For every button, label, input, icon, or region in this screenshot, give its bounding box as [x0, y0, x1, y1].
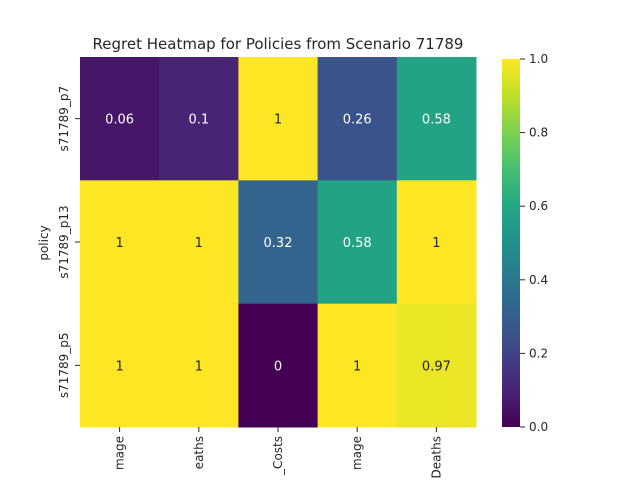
heatmap-cell	[396, 180, 477, 305]
y-axis-label: policy	[37, 225, 51, 260]
x-tick-label: _Costs	[271, 436, 285, 476]
heatmap-cell	[396, 303, 477, 428]
heatmap-cell	[317, 57, 398, 181]
y-tick-label: s71789_p5	[57, 332, 71, 398]
heatmap-cell	[80, 57, 160, 181]
x-tick-label: mage	[113, 436, 127, 470]
heatmap-cell	[159, 303, 239, 428]
cell-value-label: 0.06	[105, 113, 134, 128]
heatmap-cell	[159, 180, 239, 305]
cell-value-label: 1	[115, 359, 123, 374]
heatmap-cell	[238, 180, 319, 305]
cell-value-label: 0.32	[264, 236, 293, 251]
cell-value-label: 0.26	[343, 113, 372, 128]
y-tick-label: s71789_p13	[57, 205, 71, 278]
colorbar-tick-label: 0.6	[529, 199, 548, 213]
y-tick-label: s71789_p7	[57, 86, 71, 152]
chart-title: Regret Heatmap for Policies from Scenari…	[93, 35, 464, 53]
cell-value-label: 0.97	[422, 359, 451, 374]
colorbar-tick-label: 0.2	[529, 346, 548, 360]
cell-value-label: 0	[274, 359, 282, 374]
cell-value-label: 0.58	[422, 113, 451, 128]
heatmap-cell	[396, 57, 477, 181]
colorbar-tick-label: 0.8	[529, 126, 548, 140]
colorbar-tick-label: 0.4	[529, 273, 548, 287]
heatmap-cell	[238, 303, 319, 428]
x-tick-label: eaths	[192, 436, 206, 469]
heatmap-cell	[80, 303, 160, 428]
heatmap-cell	[317, 180, 398, 305]
x-tick-label: mage	[350, 436, 364, 470]
cell-value-label: 1	[274, 113, 282, 128]
colorbar-tick-label: 0.0	[529, 420, 548, 434]
heatmap-cell	[238, 57, 319, 181]
x-tick-label: Deaths	[429, 436, 443, 479]
cell-value-label: 1	[115, 236, 123, 251]
cell-value-label: 0.58	[343, 236, 372, 251]
cell-value-label: 0.1	[188, 113, 209, 128]
cell-value-label: 1	[195, 359, 203, 374]
cell-value-label: 1	[195, 236, 203, 251]
cell-value-label: 1	[353, 359, 361, 374]
colorbar	[502, 59, 520, 427]
heatmap-cell	[159, 57, 239, 181]
heatmap-cell	[317, 303, 398, 428]
cell-value-label: 1	[432, 236, 440, 251]
heatmap-cell	[80, 180, 160, 305]
colorbar-tick-label: 1.0	[529, 52, 548, 66]
